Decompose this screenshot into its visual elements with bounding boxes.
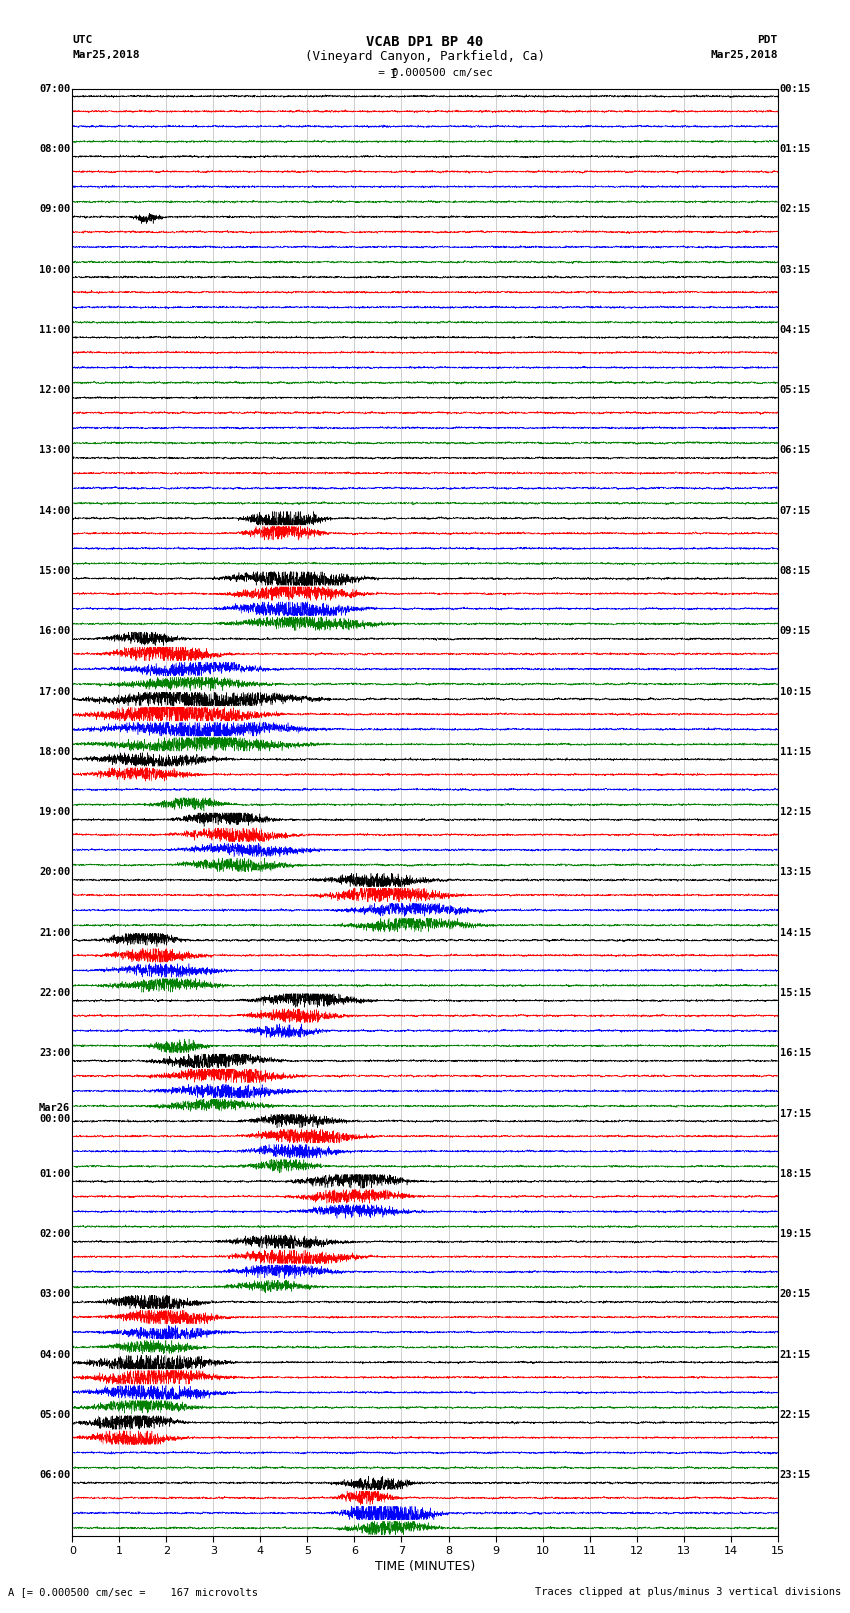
Text: 05:00: 05:00 [39,1410,71,1419]
Text: 06:00: 06:00 [39,1471,71,1481]
Text: 17:00: 17:00 [39,687,71,697]
Text: PDT: PDT [757,35,778,45]
Text: = 0.000500 cm/sec: = 0.000500 cm/sec [358,68,492,77]
Text: Mar25,2018: Mar25,2018 [711,50,778,60]
Text: 05:15: 05:15 [779,386,811,395]
Text: 12:15: 12:15 [779,806,811,818]
Text: 02:15: 02:15 [779,205,811,215]
Text: A [= 0.000500 cm/sec =    167 microvolts: A [= 0.000500 cm/sec = 167 microvolts [8,1587,258,1597]
Text: I: I [390,68,397,81]
Text: 23:15: 23:15 [779,1471,811,1481]
Text: 09:00: 09:00 [39,205,71,215]
Text: VCAB DP1 BP 40: VCAB DP1 BP 40 [366,35,484,50]
Text: 11:15: 11:15 [779,747,811,756]
Text: 14:15: 14:15 [779,927,811,937]
Text: 09:15: 09:15 [779,626,811,636]
Text: 17:15: 17:15 [779,1108,811,1118]
Text: 21:00: 21:00 [39,927,71,937]
Text: UTC: UTC [72,35,93,45]
Text: 01:00: 01:00 [39,1169,71,1179]
Text: 12:00: 12:00 [39,386,71,395]
Text: 03:15: 03:15 [779,265,811,274]
X-axis label: TIME (MINUTES): TIME (MINUTES) [375,1560,475,1573]
Text: (Vineyard Canyon, Parkfield, Ca): (Vineyard Canyon, Parkfield, Ca) [305,50,545,63]
Text: 00:15: 00:15 [779,84,811,94]
Text: 13:15: 13:15 [779,868,811,877]
Text: 01:15: 01:15 [779,144,811,153]
Text: 07:00: 07:00 [39,84,71,94]
Text: 15:15: 15:15 [779,989,811,998]
Text: 04:00: 04:00 [39,1350,71,1360]
Text: 18:00: 18:00 [39,747,71,756]
Text: 08:15: 08:15 [779,566,811,576]
Text: 10:00: 10:00 [39,265,71,274]
Text: 21:15: 21:15 [779,1350,811,1360]
Text: 03:00: 03:00 [39,1289,71,1300]
Text: Traces clipped at plus/minus 3 vertical divisions: Traces clipped at plus/minus 3 vertical … [536,1587,842,1597]
Text: 20:15: 20:15 [779,1289,811,1300]
Text: 13:00: 13:00 [39,445,71,455]
Text: 19:00: 19:00 [39,806,71,818]
Text: Mar26
00:00: Mar26 00:00 [39,1103,71,1124]
Text: 22:00: 22:00 [39,989,71,998]
Text: 08:00: 08:00 [39,144,71,153]
Text: 14:00: 14:00 [39,506,71,516]
Text: 23:00: 23:00 [39,1048,71,1058]
Text: 02:00: 02:00 [39,1229,71,1239]
Text: 19:15: 19:15 [779,1229,811,1239]
Text: 06:15: 06:15 [779,445,811,455]
Text: 04:15: 04:15 [779,324,811,336]
Text: 20:00: 20:00 [39,868,71,877]
Text: 10:15: 10:15 [779,687,811,697]
Text: 18:15: 18:15 [779,1169,811,1179]
Text: 22:15: 22:15 [779,1410,811,1419]
Text: Mar25,2018: Mar25,2018 [72,50,139,60]
Text: 15:00: 15:00 [39,566,71,576]
Text: 07:15: 07:15 [779,506,811,516]
Text: 11:00: 11:00 [39,324,71,336]
Text: 16:15: 16:15 [779,1048,811,1058]
Text: 16:00: 16:00 [39,626,71,636]
